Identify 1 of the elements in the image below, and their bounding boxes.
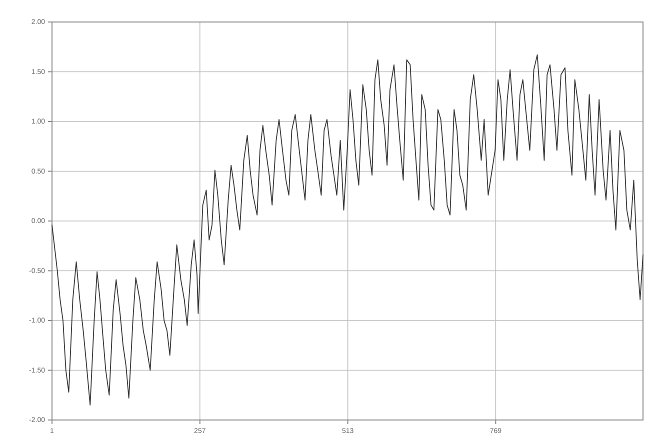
line-series [52,54,644,406]
